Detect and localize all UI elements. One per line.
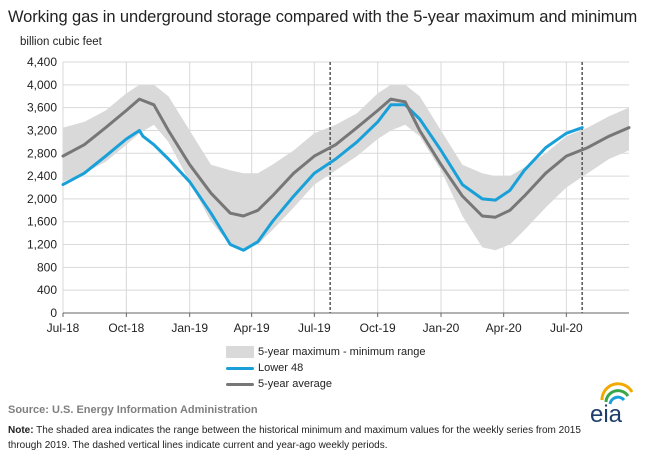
y-tick-label: 2,000: [27, 192, 57, 206]
x-tick-label: Jan-20: [423, 321, 460, 335]
logo-text: eia: [590, 401, 623, 428]
x-tick-label: Jul-20: [550, 321, 583, 335]
y-tick-label: 4,400: [27, 55, 57, 69]
y-tick-label: 3,200: [27, 123, 57, 137]
logo-arc-yellow: [600, 382, 634, 401]
y-tick-label: 400: [37, 283, 57, 297]
x-tick-label: Apr-19: [234, 321, 270, 335]
y-tick-label: 2,400: [27, 169, 57, 183]
y-tick-label: 1,600: [27, 215, 57, 229]
vline-layer: [329, 62, 583, 313]
eia-logo: eia: [590, 382, 634, 428]
y-tick-label: 4,000: [27, 78, 57, 92]
note-text: Note: The shaded area indicates the rang…: [8, 423, 608, 453]
chart-title: Working gas in underground storage compa…: [8, 8, 638, 26]
legend-swatch-average: [226, 382, 254, 386]
y-tick-label: 0: [50, 306, 57, 320]
legend-item-lower48: Lower 48: [226, 360, 303, 376]
x-tick-label: Oct-18: [108, 321, 144, 335]
x-tick-label: Oct-19: [360, 321, 396, 335]
series-line-lower48: [61, 103, 584, 252]
y-tick-label: 1,200: [27, 238, 57, 252]
band-layer: [63, 84, 629, 251]
logo-arc-blue: [608, 395, 626, 405]
note-body: The shaded area indicates the range betw…: [8, 425, 581, 451]
legend-item-range: 5-year maximum - minimum range: [226, 344, 425, 360]
legend-item-average: 5-year average: [226, 376, 332, 392]
y-tick-label: 2,800: [27, 146, 57, 160]
y-tick-label: 3,600: [27, 101, 57, 115]
note-label: Note:: [8, 425, 34, 436]
y-tick-label: 800: [37, 260, 57, 274]
legend-label-range: 5-year maximum - minimum range: [258, 346, 426, 358]
grid-layer: [62, 61, 629, 313]
legend-swatch-lower48: [226, 366, 254, 370]
legend-swatch-range: [226, 346, 254, 358]
y-axis-unit-label: billion cubic feet: [20, 36, 102, 48]
x-tick-label: Jul-18: [47, 321, 80, 335]
series-line-5yr-average: [61, 97, 631, 219]
logo-arc-green: [604, 389, 630, 403]
line-layer: [61, 97, 631, 252]
legend-label-lower48: Lower 48: [258, 362, 304, 374]
axis-layer: 0 400 800 1,200 1,600 2,000 2,400 2,800 3,200 3,6…: [27, 55, 629, 335]
range-band: [63, 84, 629, 251]
x-tick-label: Apr-20: [486, 321, 522, 335]
x-tick-label: Jan-19: [171, 321, 208, 335]
source-text: Source: U.S. Energy Information Administ…: [8, 404, 258, 416]
x-tick-label: Jul-19: [298, 321, 331, 335]
legend-label-average: 5-year average: [258, 378, 332, 390]
